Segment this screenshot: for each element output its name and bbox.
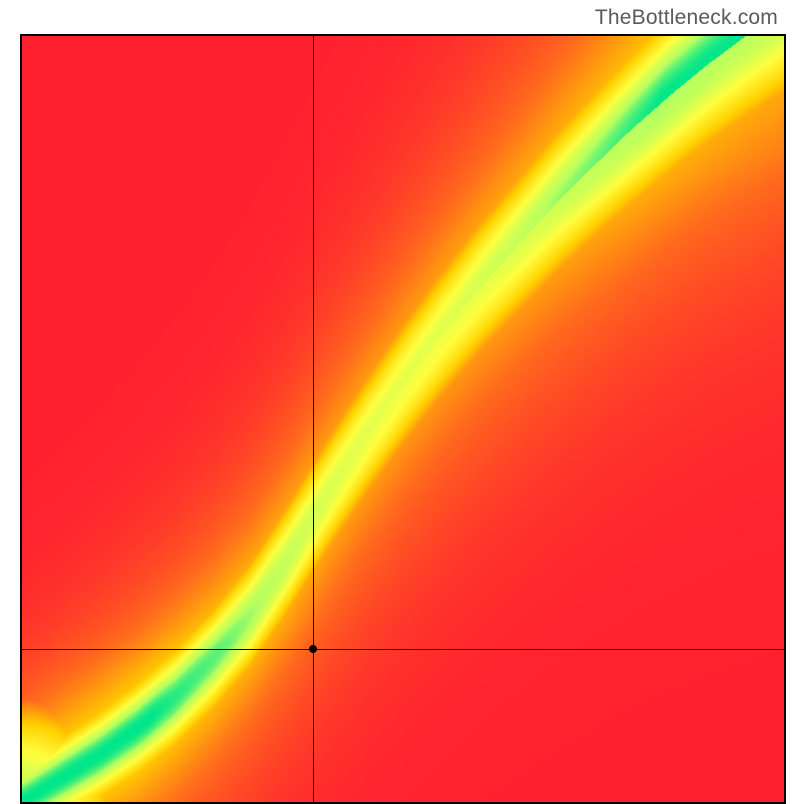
heatmap-canvas bbox=[22, 36, 784, 802]
crosshair-dot bbox=[309, 645, 317, 653]
heatmap-plot bbox=[20, 34, 786, 804]
container: TheBottleneck.com bbox=[0, 0, 800, 800]
watermark-text: TheBottleneck.com bbox=[595, 6, 778, 30]
crosshair-vertical bbox=[313, 36, 314, 802]
crosshair-horizontal bbox=[22, 649, 784, 650]
